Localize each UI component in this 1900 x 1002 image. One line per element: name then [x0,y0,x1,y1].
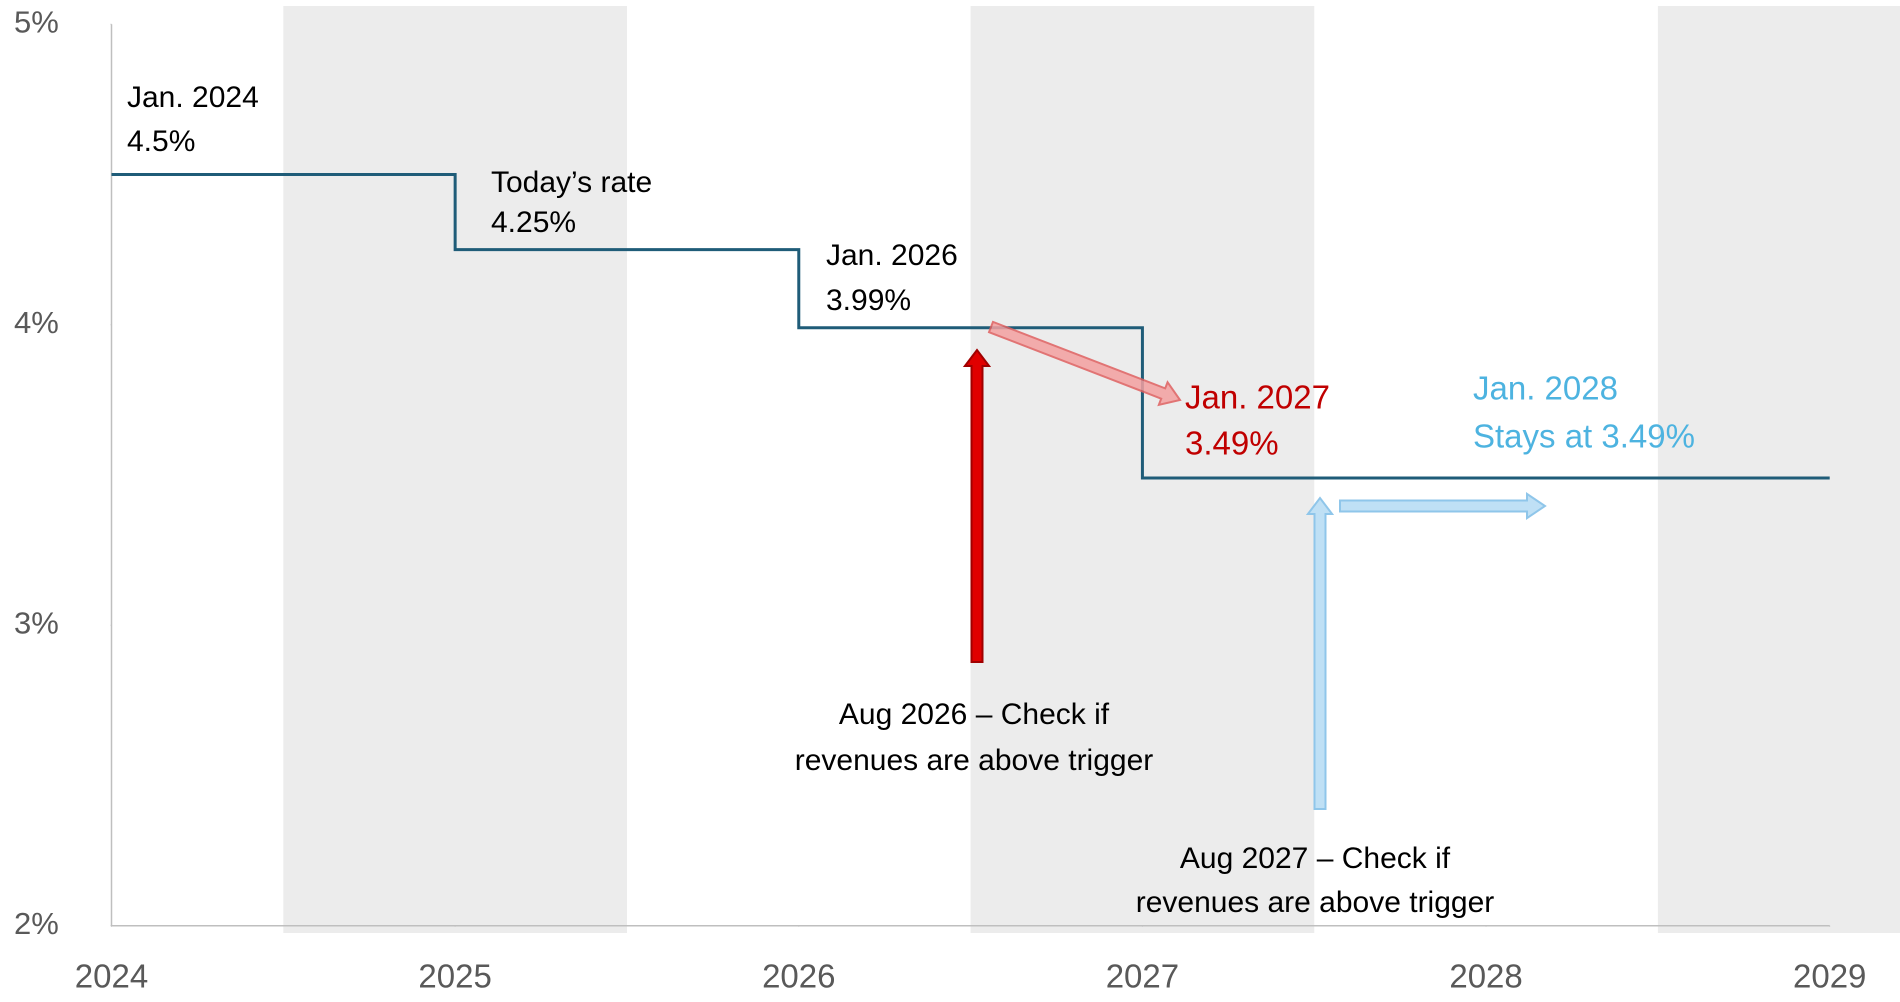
annotation: Stays at 3.49% [1473,418,1695,455]
x-tick-label: 2025 [418,958,491,995]
arrow [987,320,1182,407]
annotation: Jan. 2028 [1473,370,1618,407]
annotation: revenues are above trigger [1136,886,1495,919]
annotation: Aug 2027 – Check if [1180,842,1451,875]
x-tick-label: 2026 [762,958,835,995]
annotation: Jan. 2027 [1185,379,1330,416]
arrow [962,348,992,663]
x-tick-label: 2029 [1793,958,1866,995]
annotation: Today’s rate [491,166,652,199]
annotation: 4.25% [491,206,576,239]
annotation: 3.49% [1185,425,1279,462]
annotation: Jan. 2026 [826,239,958,272]
x-tick-label: 2028 [1449,958,1522,995]
annotation: Aug 2026 – Check if [839,698,1110,731]
x-tick-label: 2024 [75,958,148,995]
annotation: 3.99% [826,284,911,317]
y-tick-label: 5% [14,4,59,39]
annotation: Jan. 2024 [127,81,259,114]
arrow [1339,492,1547,520]
shaded-band [1657,6,1900,933]
shaded-band [283,6,627,933]
x-tick-label: 2027 [1106,958,1179,995]
y-tick-label: 3% [14,605,59,640]
arrow [1305,496,1335,810]
annotation: 4.5% [127,125,195,158]
y-tick-label: 2% [14,906,59,941]
annotation: revenues are above trigger [795,744,1154,777]
step-line [111,172,1830,480]
y-tick-label: 4% [14,305,59,340]
